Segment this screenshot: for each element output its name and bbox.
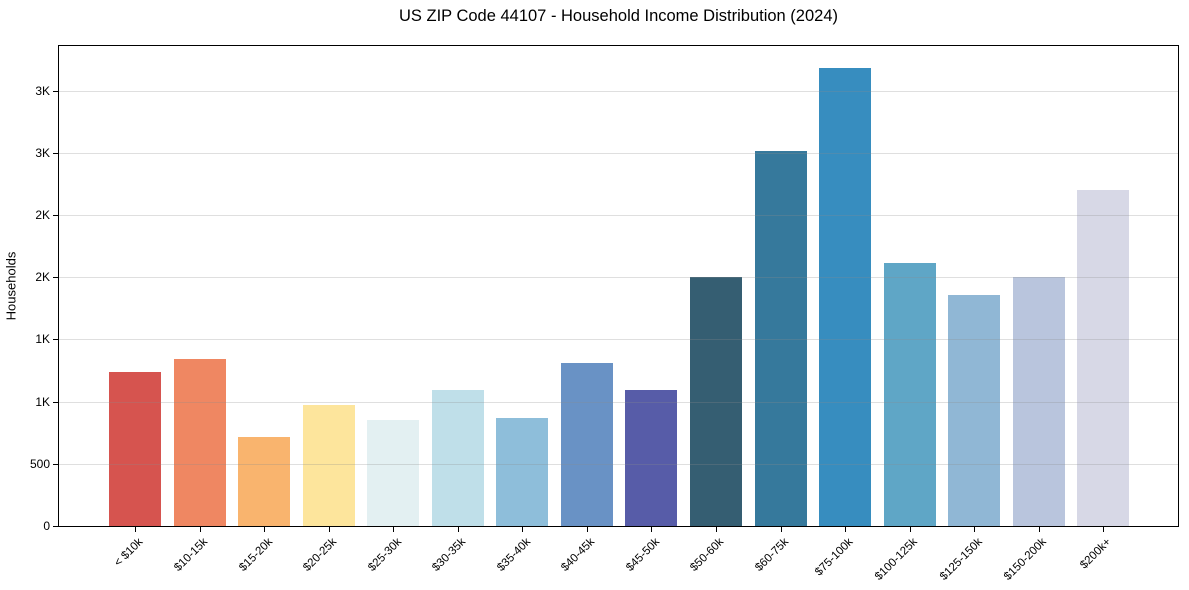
x-tick [135,527,136,532]
x-tick-label: $50-60k [688,536,727,574]
bar-< $10k [109,371,161,526]
y-axis-label: Households [3,251,19,321]
x-tick [522,527,524,532]
gridline-3000 [59,152,1178,154]
x-tick-label: $75-100k [813,536,856,579]
x-tick-label: $150-200k [1002,536,1050,583]
x-tick [393,527,395,532]
gridline-2500 [59,215,1178,217]
y-tick-label: 3K [35,145,50,160]
x-tick [199,527,201,532]
x-tick [264,527,266,532]
x-tick [716,527,718,532]
x-tick [974,527,976,532]
x-tick [586,527,588,532]
x-tick-label: $10-15k [172,536,211,574]
x-tick-label: $100-125k [873,536,921,583]
bar-$40-45k [560,363,613,526]
x-tick-label: $15-20k [236,536,275,574]
gridline-500 [59,463,1178,465]
y-tick [53,215,58,217]
x-tick-label: $25-30k [365,536,404,574]
x-tick [457,527,459,532]
bar-$50-60k [690,277,743,526]
bar-$25-30k [367,420,420,526]
bar-$15-20k [238,437,291,526]
bar-$100-125k [883,263,936,526]
x-tick-label: $125-150k [937,536,985,583]
bar-$35-40k [496,418,549,526]
x-tick-label: $40-45k [559,536,598,574]
y-tick [53,339,58,341]
bar-$200k+ [1077,190,1130,526]
x-tick-label: $200k+ [1078,536,1114,572]
bar-$30-35k [431,390,484,526]
y-tick-label: 3K [35,83,50,98]
y-tick-label: 1K [35,394,50,409]
bar-$150-200k [1012,277,1065,526]
x-tick [909,527,911,532]
y-tick-label: 1K [35,332,50,347]
chart-title: US ZIP Code 44107 - Household Income Dis… [398,7,838,25]
y-tick [53,152,58,154]
x-tick-label: $35-40k [494,536,533,574]
x-tick-label: $30-35k [430,536,469,574]
bar-$60-75k [754,151,807,526]
gridline-2000 [59,277,1178,279]
bar-$10-15k [173,359,226,526]
x-tick [845,527,847,532]
gridline-1000 [59,401,1178,403]
x-tick-label: $45-50k [624,536,662,574]
y-tick [53,277,58,279]
bar-$45-50k [625,390,678,526]
x-tick-label: $20-25k [301,536,340,574]
bar-$75-100k [819,67,872,526]
y-tick-label: 2K [35,270,50,285]
x-tick-label: $60-75k [753,536,792,574]
y-tick [53,463,58,465]
x-tick [1038,527,1040,532]
y-tick [53,526,58,527]
x-tick [780,527,782,532]
y-tick [53,401,58,403]
x-tick [651,527,653,532]
y-tick-label: 2K [35,208,50,223]
x-tick [328,527,330,532]
y-tick [53,90,58,92]
x-tick-label: < $10k [112,536,146,570]
gridline-3500 [59,90,1178,92]
bar-$20-25k [302,404,355,526]
y-tick-label: 0 [43,519,50,533]
bar-$125-150k [948,294,1001,526]
plot-area [58,45,1179,527]
gridline-1500 [59,339,1178,341]
x-tick [1103,527,1105,532]
y-tick-label: 500 [29,456,50,471]
